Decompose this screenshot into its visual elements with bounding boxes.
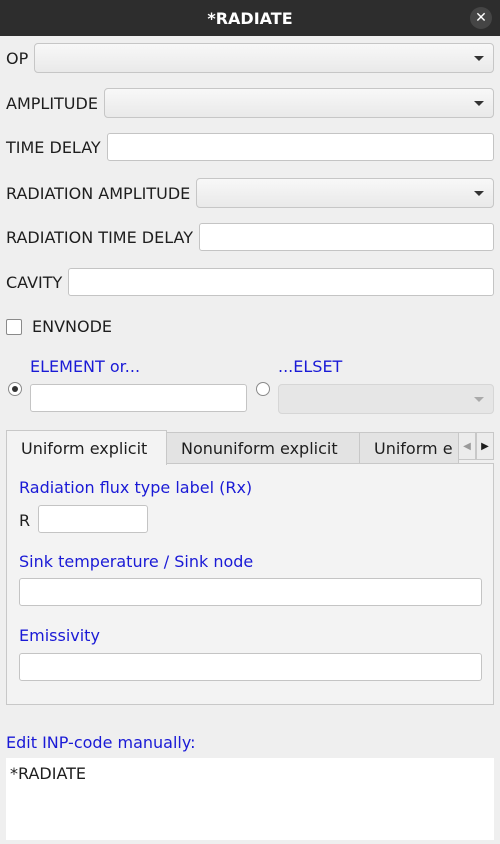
tab-uniform-e[interactable]: Uniform e	[359, 432, 459, 463]
inp-code-text: *RADIATE	[10, 764, 87, 783]
amplitude-row: AMPLITUDE	[6, 88, 494, 118]
cavity-input[interactable]	[68, 268, 494, 296]
cavity-label: CAVITY	[6, 272, 63, 292]
op-label: OP	[6, 48, 29, 68]
close-icon[interactable]: ✕	[470, 7, 492, 29]
element-input[interactable]	[30, 384, 247, 412]
elset-select	[278, 384, 494, 414]
amplitude-label: AMPLITUDE	[6, 93, 98, 113]
title-bar: *RADIATE ✕	[0, 0, 500, 36]
time-delay-input[interactable]	[106, 133, 494, 161]
radiation-time-delay-input[interactable]	[198, 223, 494, 251]
elset-label: ...ELSET	[278, 357, 343, 376]
tab-label: Nonuniform explicit	[181, 438, 338, 458]
envnode-label: ENVNODE	[32, 317, 113, 336]
elset-radio[interactable]	[256, 382, 270, 396]
op-select[interactable]	[34, 43, 494, 73]
window-title: *RADIATE	[207, 8, 293, 28]
envnode-row[interactable]: ENVNODE	[6, 317, 494, 336]
emissivity-input[interactable]	[19, 653, 482, 681]
radiation-amplitude-select[interactable]	[196, 178, 494, 208]
r-prefix-label: R	[19, 511, 31, 530]
manual-edit-label: Edit INP-code manually:	[6, 733, 196, 752]
inp-code-editor[interactable]: *RADIATE	[6, 758, 494, 840]
tab-label: Uniform e	[374, 438, 453, 458]
op-row: OP	[6, 43, 494, 73]
tab-uniform-explicit[interactable]: Uniform explicit	[6, 430, 167, 465]
time-delay-row: TIME DELAY	[6, 133, 494, 161]
tab-panel: Radiation flux type label (Rx) R Sink te…	[6, 463, 494, 705]
tab-label: Uniform explicit	[21, 438, 148, 458]
chevron-down-icon	[474, 56, 484, 61]
time-delay-label: TIME DELAY	[6, 137, 101, 157]
emissivity-label: Emissivity	[19, 626, 100, 645]
sink-input[interactable]	[19, 578, 482, 606]
chevron-right-icon[interactable]: ▶	[476, 432, 494, 460]
chevron-down-icon	[474, 191, 484, 196]
amplitude-select[interactable]	[103, 88, 494, 118]
element-label: ELEMENT or...	[30, 357, 141, 376]
envnode-checkbox[interactable]	[6, 318, 22, 335]
radiation-amplitude-row: RADIATION AMPLITUDE	[6, 178, 494, 208]
tab-bar: Uniform explicit Nonuniform explicit Uni…	[6, 430, 494, 465]
chevron-left-icon[interactable]: ◀	[458, 432, 476, 460]
flux-type-label: Radiation flux type label (Rx)	[19, 478, 253, 497]
radiation-time-delay-row: RADIATION TIME DELAY	[6, 223, 494, 251]
element-radio[interactable]	[8, 382, 22, 396]
sink-label: Sink temperature / Sink node	[19, 552, 254, 571]
chevron-down-icon	[474, 101, 484, 106]
tab-nonuniform-explicit[interactable]: Nonuniform explicit	[166, 432, 360, 463]
flux-type-input[interactable]	[38, 505, 148, 533]
radiation-amplitude-label: RADIATION AMPLITUDE	[6, 183, 191, 203]
cavity-row: CAVITY	[6, 268, 494, 296]
chevron-down-icon	[474, 397, 484, 402]
radiation-time-delay-label: RADIATION TIME DELAY	[6, 227, 193, 247]
